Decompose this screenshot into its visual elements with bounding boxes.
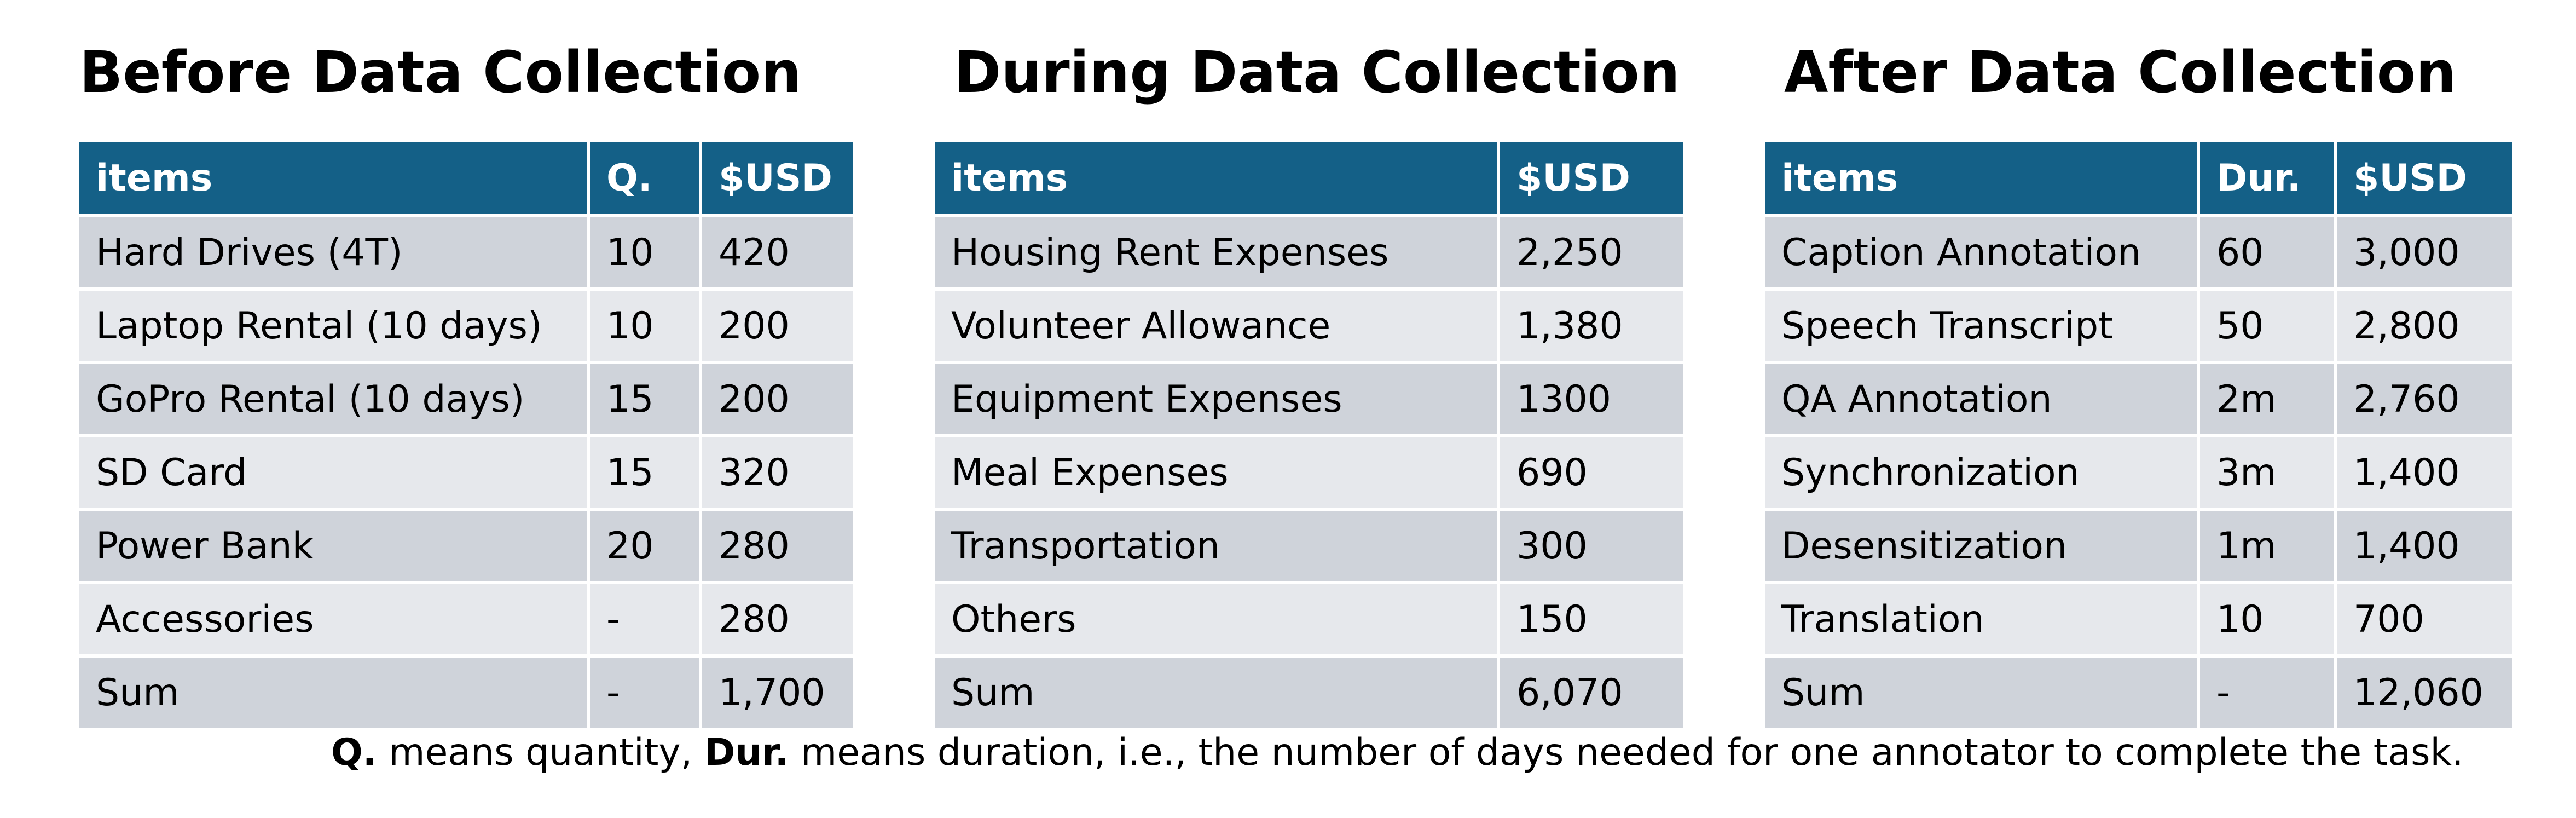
usd-cell: 12,060 [2335,656,2512,731]
usd-cell: 1300 [1498,362,1683,437]
table-row: Desensitization 1m 1,400 [1765,509,2512,584]
footnote-q-definition: means quantity, [377,731,704,774]
footnote: Q. means quantity, Dur. means duration, … [331,731,2464,774]
table-row: Caption Annotation 60 3,000 [1765,216,2512,291]
before-title: Before Data Collection [79,39,802,106]
usd-cell: 200 [701,362,853,437]
usd-cell: 1,700 [701,656,853,731]
table-row: Laptop Rental (10 days) 10 200 [79,289,853,364]
item-cell: Desensitization [1765,509,2200,584]
duration-cell: 3m [2198,436,2337,511]
usd-cell: 690 [1498,436,1683,511]
column-header: Dur. [2198,142,2337,217]
usd-cell: 1,400 [2335,436,2512,511]
table-row: Translation 10 700 [1765,583,2512,658]
item-cell: Sum [1765,656,2200,731]
usd-cell: 300 [1498,509,1683,584]
quantity-cell: - [588,656,702,731]
table-row: Equipment Expenses 1300 [935,362,1683,437]
item-cell: Sum [935,656,1500,731]
item-cell: Power Bank [79,509,590,584]
item-cell: QA Annotation [1765,362,2200,437]
item-cell: Caption Annotation [1765,216,2200,291]
usd-cell: 280 [701,583,853,658]
table-row: Transportation 300 [935,509,1683,584]
after-title: After Data Collection [1784,39,2457,106]
duration-cell: 60 [2198,216,2337,291]
item-cell: Volunteer Allowance [935,289,1500,364]
table-row: SD Card 15 320 [79,436,853,511]
usd-cell: 6,070 [1498,656,1683,731]
usd-cell: 2,800 [2335,289,2512,364]
usd-cell: 280 [701,509,853,584]
duration-cell: 2m [2198,362,2337,437]
sum-row: Sum 6,070 [935,656,1683,731]
table-row: Hard Drives (4T) 10 420 [79,216,853,291]
column-header: items [935,142,1500,217]
item-cell: SD Card [79,436,590,511]
item-cell: Others [935,583,1500,658]
column-header: Q. [588,142,702,217]
item-cell: Synchronization [1765,436,2200,511]
usd-cell: 3,000 [2335,216,2512,291]
after-table: items Dur. $USD Caption Annotation 60 3,00… [1765,142,2512,731]
quantity-cell: 10 [588,289,702,364]
usd-cell: 1,380 [1498,289,1683,364]
duration-cell: 10 [2198,583,2337,658]
quantity-cell: 15 [588,436,702,511]
column-header: $USD [1498,142,1683,217]
usd-cell: 320 [701,436,853,511]
sum-row: Sum -12,060 [1765,656,2512,731]
item-cell: Laptop Rental (10 days) [79,289,590,364]
item-cell: Sum [79,656,590,731]
table-row: Speech Transcript 50 2,800 [1765,289,2512,364]
item-cell: GoPro Rental (10 days) [79,362,590,437]
item-cell: Hard Drives (4T) [79,216,590,291]
table-row: GoPro Rental (10 days) 15 200 [79,362,853,437]
column-header: $USD [2335,142,2512,217]
duration-cell: 1m [2198,509,2337,584]
item-cell: Speech Transcript [1765,289,2200,364]
usd-cell: 700 [2335,583,2512,658]
table-row: Volunteer Allowance 1,380 [935,289,1683,364]
table-row: Housing Rent Expenses 2,250 [935,216,1683,291]
usd-cell: 200 [701,289,853,364]
duration-cell: 50 [2198,289,2337,364]
quantity-cell: - [588,583,702,658]
during-table: items $USD Housing Rent Expenses 2,250 Vo… [935,142,1683,731]
duration-cell: - [2198,656,2337,731]
before-table: items Q. $USD Hard Drives (4T) 10 420 Lapt… [79,142,853,731]
table-row: QA Annotation 2m 2,760 [1765,362,2512,437]
column-header: items [79,142,590,217]
table-header-row: items Dur. $USD [1765,142,2512,217]
usd-cell: 150 [1498,583,1683,658]
quantity-cell: 15 [588,362,702,437]
quantity-cell: 20 [588,509,702,584]
column-header: items [1765,142,2200,217]
footnote-q-term: Q. [331,731,377,774]
usd-cell: 420 [701,216,853,291]
footnote-dur-definition: means duration, i.e., the number of days… [789,731,2464,774]
item-cell: Accessories [79,583,590,658]
table-row: Meal Expenses 690 [935,436,1683,511]
item-cell: Meal Expenses [935,436,1500,511]
table-header-row: items Q. $USD [79,142,853,217]
usd-cell: 2,760 [2335,362,2512,437]
usd-cell: 1,400 [2335,509,2512,584]
item-cell: Transportation [935,509,1500,584]
column-header: $USD [701,142,853,217]
during-title: During Data Collection [954,39,1680,106]
table-row: Others 150 [935,583,1683,658]
table-row: Synchronization 3m 1,400 [1765,436,2512,511]
usd-cell: 2,250 [1498,216,1683,291]
table-header-row: items $USD [935,142,1683,217]
table-row: Accessories -280 [79,583,853,658]
item-cell: Equipment Expenses [935,362,1500,437]
footnote-dur-term: Dur. [704,731,789,774]
sum-row: Sum -1,700 [79,656,853,731]
quantity-cell: 10 [588,216,702,291]
item-cell: Translation [1765,583,2200,658]
item-cell: Housing Rent Expenses [935,216,1500,291]
table-row: Power Bank 20 280 [79,509,853,584]
